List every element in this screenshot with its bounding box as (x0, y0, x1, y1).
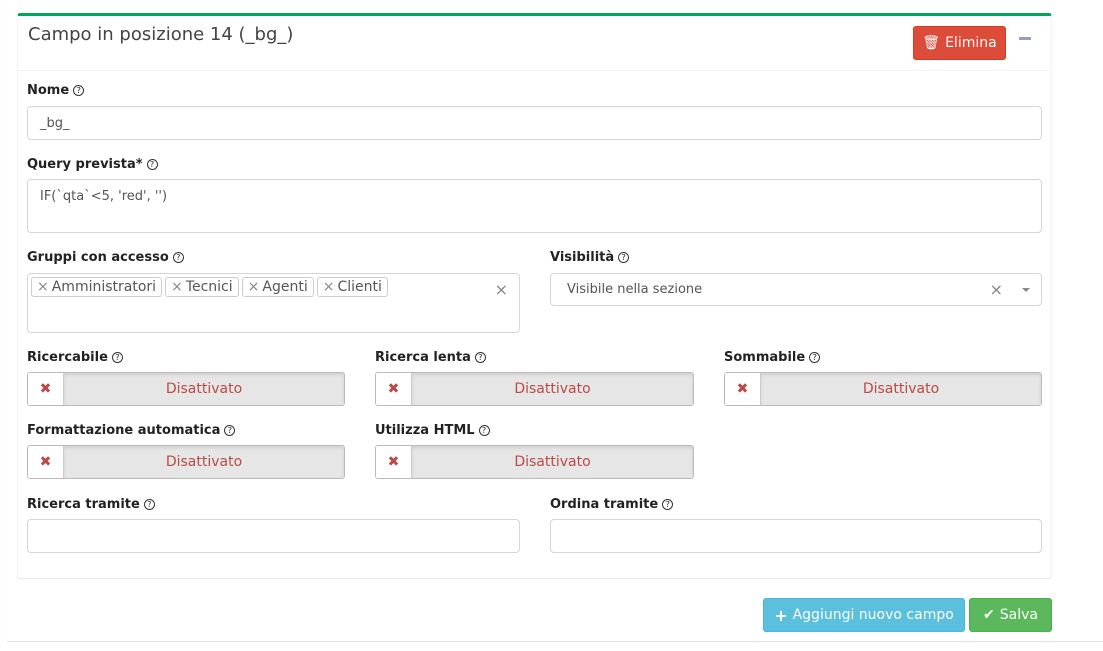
help-icon[interactable]: ? (809, 352, 821, 363)
x-icon: ✖ (28, 446, 64, 478)
x-icon: ✖ (376, 373, 412, 405)
query-textarea[interactable]: IF(`qta`<5, 'red', '') (27, 179, 1042, 233)
help-icon[interactable]: ? (146, 159, 158, 170)
html-label: Utilizza HTML? (375, 423, 490, 438)
gruppi-select[interactable]: × Amministratori × Tecnici × Agenti × Clienti × (27, 273, 520, 333)
ricerca-lenta-toggle[interactable]: ✖ Disattivato (375, 372, 694, 406)
gruppi-label: Gruppi con accesso? (27, 250, 184, 265)
save-button[interactable]: ✔ Salva (969, 598, 1052, 632)
ordina-tramite-input[interactable] (550, 519, 1042, 553)
nome-label: Nome? (27, 83, 85, 98)
help-icon[interactable]: ? (224, 425, 236, 436)
card-title: Campo in posizione 14 (_bg_) (28, 24, 294, 45)
collapse-icon[interactable] (1019, 37, 1031, 40)
tag-clienti: × Clienti (316, 277, 388, 297)
help-icon[interactable]: ? (618, 252, 630, 263)
trash-icon: 🗑 (922, 35, 941, 51)
formattazione-label: Formattazione automatica? (27, 423, 236, 438)
ricercabile-toggle[interactable]: ✖ Disattivato (27, 372, 345, 406)
x-icon: ✖ (725, 373, 761, 405)
remove-tag-icon[interactable]: × (247, 279, 260, 295)
ricerca-lenta-label: Ricerca lenta? (375, 350, 486, 365)
ricerca-tramite-input[interactable] (27, 519, 520, 553)
visibilita-label: Visibilità? (550, 250, 630, 265)
plus-icon: + (774, 605, 788, 625)
tag-amministratori: × Amministratori (31, 277, 163, 297)
sommabile-label: Sommabile? (724, 350, 821, 365)
query-label: Query prevista*? (27, 157, 158, 172)
remove-tag-icon[interactable]: × (171, 279, 183, 295)
html-toggle[interactable]: ✖ Disattivato (375, 445, 694, 479)
remove-tag-icon[interactable]: × (322, 279, 335, 295)
visibilita-select[interactable]: Visibile nella sezione × (550, 273, 1042, 306)
help-icon[interactable]: ? (143, 499, 155, 510)
card-header: Campo in posizione 14 (_bg_) 🗑 Elimina (18, 16, 1051, 71)
tag-tecnici: × Tecnici (165, 277, 239, 297)
sommabile-toggle[interactable]: ✖ Disattivato (724, 372, 1042, 406)
help-icon[interactable]: ? (474, 352, 486, 363)
ricerca-tramite-label: Ricerca tramite? (27, 497, 155, 512)
delete-button[interactable]: 🗑 Elimina (913, 26, 1006, 60)
ricercabile-label: Ricercabile? (27, 350, 123, 365)
ordina-tramite-label: Ordina tramite? (550, 497, 674, 512)
clear-icon[interactable]: × (989, 280, 1003, 299)
help-icon[interactable]: ? (478, 425, 490, 436)
chevron-down-icon[interactable] (1022, 288, 1030, 296)
x-icon: ✖ (376, 446, 412, 478)
tag-agenti: × Agenti (241, 277, 314, 297)
nome-input[interactable]: _bg_ (27, 106, 1042, 140)
help-icon[interactable]: ? (172, 252, 184, 263)
remove-tag-icon[interactable]: × (37, 279, 49, 295)
formattazione-toggle[interactable]: ✖ Disattivato (27, 445, 345, 479)
add-field-button[interactable]: + Aggiungi nuovo campo (763, 598, 965, 632)
clear-icon[interactable]: × (494, 280, 508, 299)
x-icon: ✖ (28, 373, 64, 405)
help-icon[interactable]: ? (662, 499, 674, 510)
check-icon: ✔ (983, 607, 995, 623)
help-icon[interactable]: ? (111, 352, 123, 363)
help-icon[interactable]: ? (73, 85, 85, 96)
